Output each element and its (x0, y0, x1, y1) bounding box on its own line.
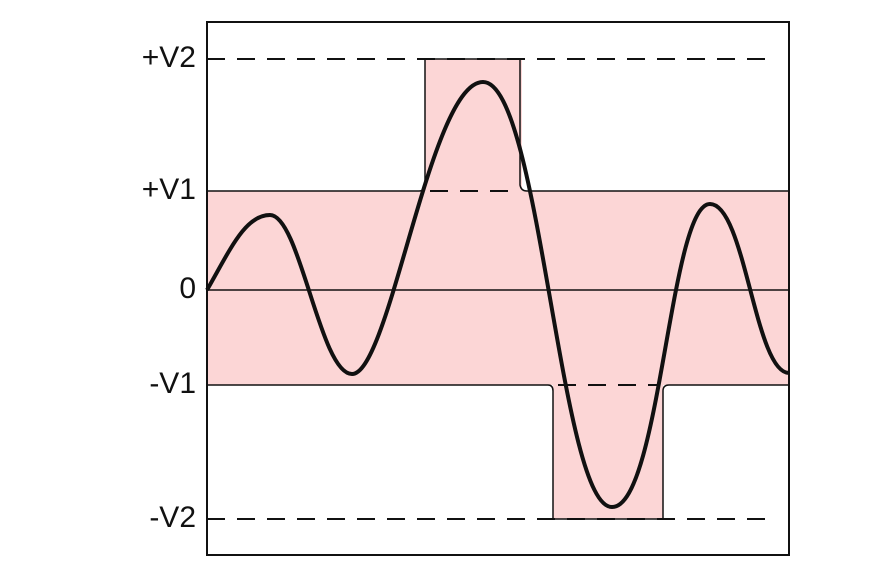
level-label: 0 (179, 272, 196, 305)
tolerance-band (207, 59, 789, 519)
level-label: -V2 (149, 501, 196, 534)
level-label: +V2 (142, 41, 196, 74)
level-label: -V1 (149, 367, 196, 400)
level-label: +V1 (142, 173, 196, 206)
band (207, 191, 789, 385)
lower-outline (207, 384, 789, 520)
band-upper (425, 59, 522, 191)
waveform (205, 79, 790, 510)
